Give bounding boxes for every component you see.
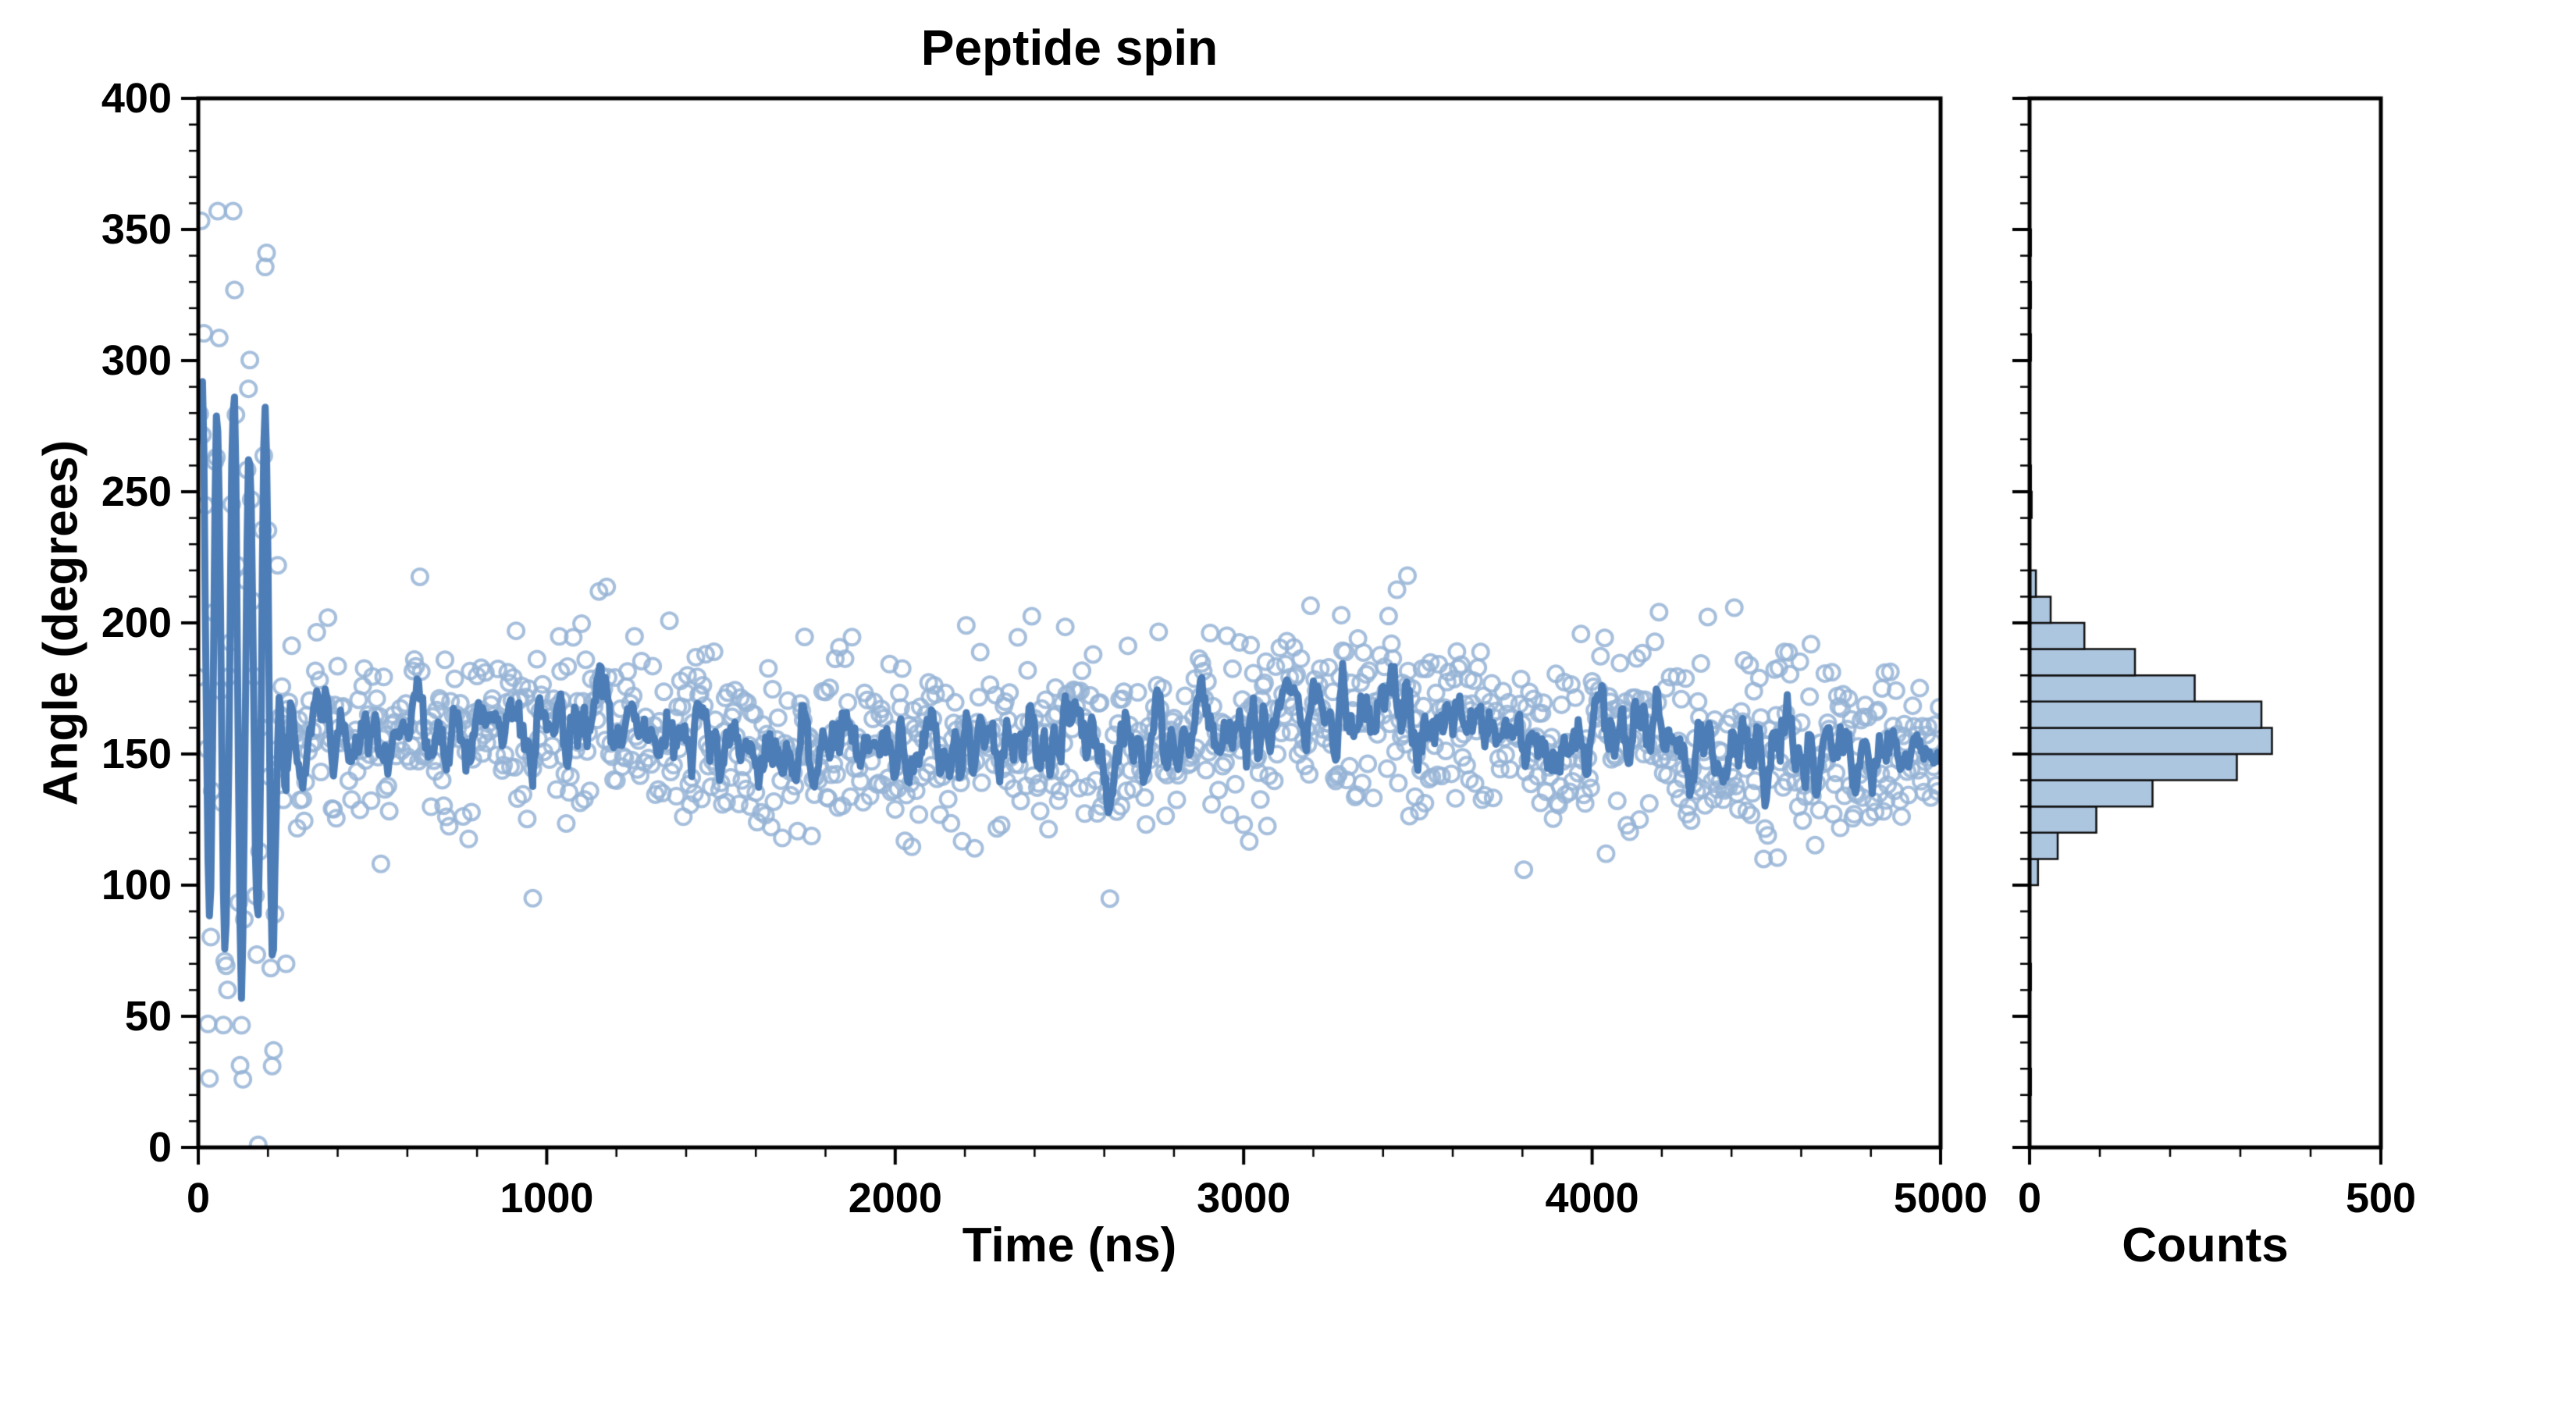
x-tick-label: 4000	[1545, 1175, 1639, 1222]
y-tick-label: 250	[101, 468, 172, 515]
y-tick-label: 200	[101, 599, 172, 646]
y-tick-label: 400	[101, 75, 172, 122]
x-tick-label: 2000	[848, 1175, 942, 1222]
y-axis-label: Angle (degrees)	[34, 439, 88, 806]
y-tick-label: 0	[148, 1124, 172, 1171]
y-tick-label: 50	[124, 993, 172, 1040]
chart-title: Peptide spin	[920, 20, 1219, 76]
x-axis-label: Time (ns)	[962, 1218, 1177, 1272]
x-tick-label: 3000	[1197, 1175, 1291, 1222]
x-tick-label: 1000	[500, 1175, 594, 1222]
x-tick-label: 5000	[1893, 1175, 1988, 1222]
hist-x-axis-label: Counts	[2122, 1218, 2289, 1272]
hist-x-tick-label: 500	[2345, 1175, 2417, 1222]
y-tick-label: 350	[101, 206, 172, 253]
y-tick-label: 300	[101, 337, 172, 384]
hist-x-tick-label: 0	[2017, 1175, 2042, 1222]
x-tick-label: 0	[186, 1175, 211, 1222]
y-tick-label: 100	[101, 862, 172, 909]
y-tick-label: 150	[101, 731, 172, 777]
